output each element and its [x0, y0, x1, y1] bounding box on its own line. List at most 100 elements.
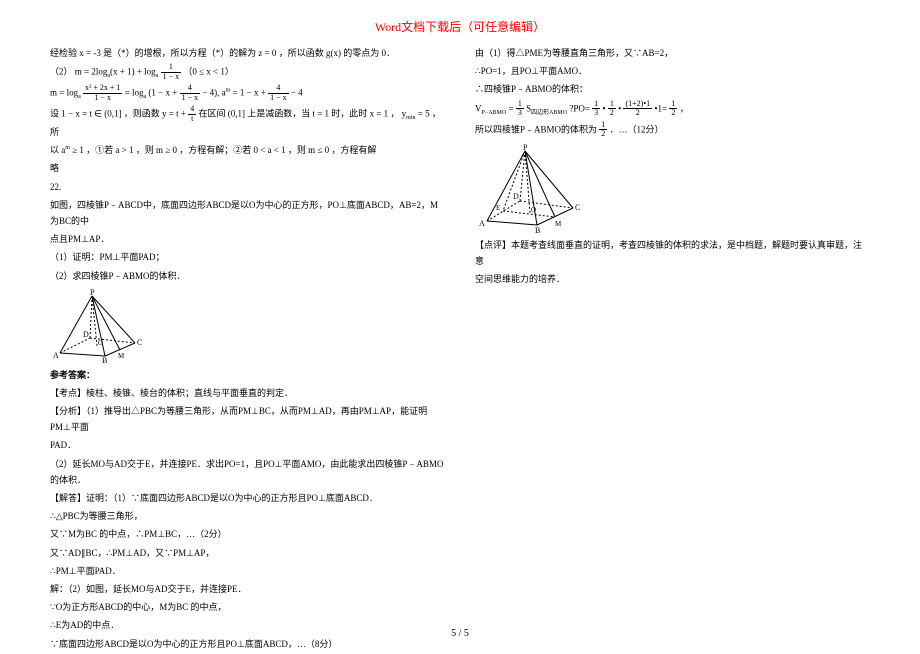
- eq: = 1 − x +: [233, 88, 268, 98]
- sub: a: [156, 73, 159, 79]
- sup: m: [226, 88, 231, 94]
- den: 2: [608, 109, 616, 118]
- eq: − 4), a: [202, 88, 225, 98]
- sub: P−ABMO: [482, 110, 507, 116]
- eq: (1 − x +: [148, 88, 179, 98]
- lbl-M: M: [118, 352, 125, 360]
- den: 1 − x: [268, 94, 289, 103]
- t: 在区间: [198, 108, 225, 118]
- fraction: (1+2)•12: [623, 100, 652, 119]
- eq: m = log: [50, 88, 78, 98]
- t: （2）: [50, 67, 73, 77]
- text-line: 由（1）得△PME为等腰直角三角形，又∵AB=2，: [475, 45, 870, 61]
- text-line: 【分析】（1）推导出△PBC为等腰三角形，从而PM⊥BC，从而PM⊥AD，再由P…: [50, 403, 445, 435]
- text-line: 又∵M为BC 的中点，∴PM⊥BC，…（2分）: [50, 526, 445, 542]
- lbl-P: P: [523, 143, 528, 152]
- text-line: 参考答案：: [50, 367, 445, 383]
- den: 2: [669, 109, 677, 118]
- t: ，方程有解: [331, 145, 376, 155]
- t: ，方程有解；②若: [179, 145, 251, 155]
- pyramid-diagram-2: P A B C D O M E: [475, 143, 870, 233]
- fraction: 11 − x: [161, 63, 182, 82]
- eq: ≥ 1: [70, 145, 84, 155]
- t: ，则: [136, 145, 154, 155]
- text-line: 略: [50, 160, 445, 176]
- text-line: ∴PO=1，且PO⊥平面AMO．: [475, 63, 870, 79]
- eq: 0: [381, 48, 386, 58]
- left-column: 经检验 x = -3 是（*）的增根，所以方程（*）的解为 z = 0 ，所以函…: [50, 45, 445, 654]
- t: 时，此时: [331, 108, 367, 118]
- text-line: （2）求四棱锥P﹣ABMO的体积．: [50, 268, 445, 284]
- t: 是（*）的增根，所以方程（*）的解为: [103, 48, 256, 58]
- page-footer: 5 / 5: [0, 628, 920, 639]
- lbl-P: P: [90, 288, 95, 297]
- text-line: 如图，四棱锥P﹣ABCD中，底面四边形ABCD是以O为中心的正方形，PO⊥底面A…: [50, 197, 445, 229]
- lbl-D: D: [513, 192, 519, 201]
- eq: •1=: [654, 103, 667, 113]
- text-line: （2）延长MO与AD交于E，并连接PE．求出PO=1，且PO⊥平面AMO，由此能…: [50, 456, 445, 488]
- t: 的零点为: [343, 48, 379, 58]
- page-header: Word文档下载后（可任意编辑）: [0, 0, 920, 45]
- fraction: x² + 2x + 11 − x: [83, 84, 122, 103]
- pyramid-svg-2: P A B C D O M E: [475, 143, 585, 233]
- text-line: 以 am ≥ 1 ，①若 a > 1 ，则 m ≥ 0 ，方程有解；②若 0 <…: [50, 142, 445, 158]
- eq: (0,1]: [228, 108, 245, 118]
- right-column: 由（1）得△PME为等腰直角三角形，又∵AB=2， ∴PO=1，且PO⊥平面AM…: [475, 45, 870, 654]
- t: 以: [50, 145, 59, 155]
- eq: •: [618, 103, 621, 113]
- eq: •: [602, 103, 605, 113]
- text-line: ∴四棱锥P﹣ABMO的体积：: [475, 81, 870, 97]
- den: 3: [592, 109, 600, 118]
- eq: ?PO=: [569, 103, 590, 113]
- lbl-A: A: [479, 219, 485, 228]
- fraction: 13: [516, 100, 524, 119]
- sub: a: [144, 94, 147, 100]
- eq: 0 < a < 1: [253, 145, 285, 155]
- lbl-C: C: [137, 338, 142, 347]
- text-line: 点且PM⊥AP．: [50, 231, 445, 247]
- sub: min: [406, 115, 415, 121]
- lbl-E: E: [496, 204, 500, 212]
- fraction: 4t: [188, 105, 196, 124]
- text-line: VP−ABMO = 13 S四边形ABMO ?PO= 13 • 12 • (1+…: [475, 100, 870, 119]
- eq: x = -3: [79, 48, 101, 58]
- eq: m ≥ 0: [156, 145, 177, 155]
- eq: m ≤ 0: [308, 145, 329, 155]
- text-line: 解：（2）如图，延长MO与AD交于E，并连接PE．: [50, 581, 445, 597]
- pyramid-svg-1: P A B C D O M: [50, 288, 145, 363]
- t: 经检验: [50, 48, 77, 58]
- bold: 参考答案：: [50, 370, 95, 380]
- lbl-C: C: [575, 203, 580, 212]
- sub: 四边形ABMO: [531, 110, 567, 116]
- eq: =: [508, 103, 513, 113]
- eq: （0 ≤ x < 1）: [183, 67, 234, 77]
- t: ，: [390, 108, 399, 118]
- den: 1 − x: [180, 94, 201, 103]
- eq: a > 1: [115, 145, 133, 155]
- lbl-O: O: [98, 339, 103, 347]
- eq: (x + 1) + log: [110, 67, 156, 77]
- lbl-B: B: [102, 356, 107, 363]
- t: ，①若: [86, 145, 113, 155]
- fraction: 41 − x: [268, 84, 289, 103]
- lbl-B: B: [535, 226, 540, 233]
- t: ．…（12分）: [610, 124, 664, 134]
- lbl-A: A: [53, 351, 59, 360]
- den: 1 − x: [83, 94, 122, 103]
- fraction: 12: [669, 100, 677, 119]
- t: 设: [50, 108, 59, 118]
- text-line: 22.: [50, 179, 445, 195]
- fraction: 13: [592, 100, 600, 119]
- fraction: 12: [608, 100, 616, 119]
- eq: = 5: [416, 108, 430, 118]
- t: ，所以函数: [279, 48, 324, 58]
- eq: ，: [680, 103, 689, 113]
- eq: z = 0: [258, 48, 276, 58]
- text-line: 又∵AD∥BC，∴PM⊥AD，又∵PM⊥AP，: [50, 545, 445, 561]
- text-line: 设 1 − x = t ∈ (0,1] ，则函数 y = t + 4t 在区间 …: [50, 105, 445, 140]
- text-line: ∴△PBC为等腰三角形，: [50, 508, 445, 524]
- den: 3: [516, 109, 524, 118]
- eq: t = 1: [312, 108, 329, 118]
- text-line: （2） m = 2loga(x + 1) + loga 11 − x （0 ≤ …: [50, 63, 445, 82]
- t: ，则函数: [124, 108, 160, 118]
